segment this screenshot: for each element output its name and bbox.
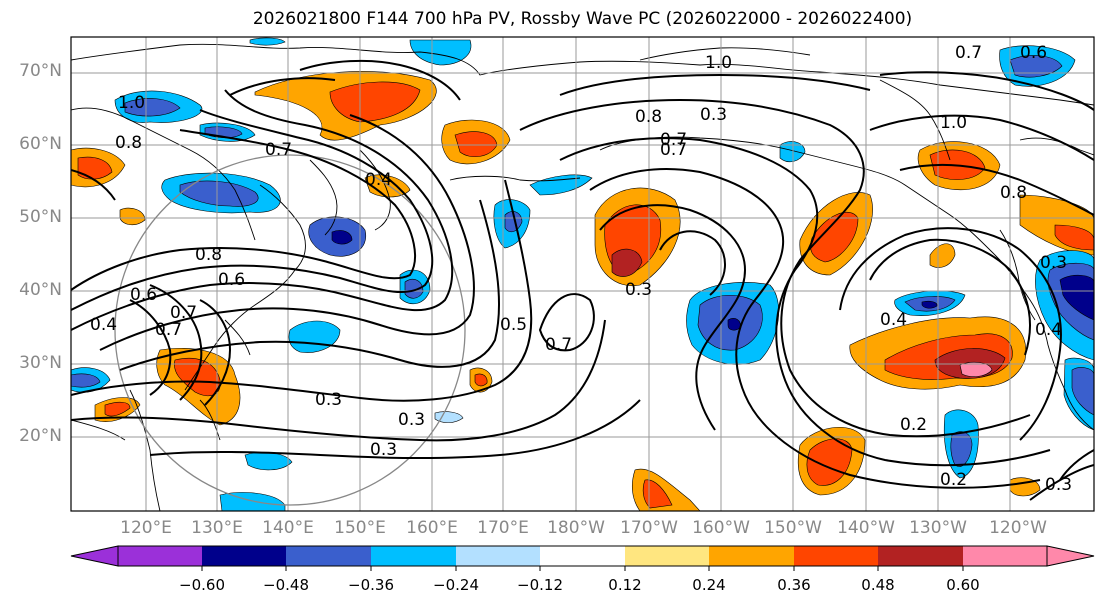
contour-label: 0.8: [115, 133, 142, 153]
pv-contours: [71, 59, 1094, 501]
lon-label: 130°W: [909, 518, 967, 538]
map-area: 1.0 0.7 0.6 1.0 0.8 0.7 0.3 0.7 0.4 0.8 …: [71, 37, 1094, 511]
contour-label: 0.3: [1040, 253, 1067, 273]
colorbar-tick-label: −0.12: [517, 576, 563, 594]
reference-circle: [114, 154, 466, 506]
lon-label: 160°W: [692, 518, 750, 538]
colorbar-tick-label: −0.48: [263, 576, 309, 594]
contour-label: 0.2: [900, 415, 927, 435]
colorbar-bin: [286, 546, 371, 566]
lat-label: 20°N: [19, 426, 62, 446]
colorbar-low-extend: [70, 545, 119, 567]
contour-label: 0.4: [90, 315, 117, 335]
contour-label: 0.7: [660, 140, 687, 160]
colorbar: [70, 545, 1095, 571]
colorbar-tick-label: 0.60: [946, 576, 980, 594]
contour-label: 0.3: [315, 390, 342, 410]
lat-label: 30°N: [19, 353, 62, 373]
colorbar-bin: [540, 546, 625, 566]
colorbar-bin: [118, 546, 202, 566]
contour-label: 0.6: [130, 285, 157, 305]
lon-label: 120°W: [989, 518, 1047, 538]
colorbar-bin: [794, 546, 878, 566]
contour-label: 0.7: [170, 303, 197, 323]
colorbar-bin: [456, 546, 540, 566]
colorbar-tick-label: 0.12: [608, 576, 642, 594]
contour-label: 0.8: [1000, 183, 1027, 203]
colorbar-bin: [625, 546, 709, 566]
contour-label: 0.4: [880, 310, 907, 330]
lon-label: 160°E: [406, 518, 458, 538]
coastlines: [71, 43, 1094, 511]
lon-label: 180°W: [547, 518, 605, 538]
contour-label: 0.4: [1035, 320, 1062, 340]
contour-label: 0.7: [955, 43, 982, 63]
contour-label: 0.3: [625, 280, 652, 300]
contour-label: 0.7: [265, 140, 292, 160]
colorbar-tick-label: 0.24: [692, 576, 726, 594]
contour-labels: 1.0 0.7 0.6 1.0 0.8 0.7 0.3 0.7 0.4 0.8 …: [90, 43, 1072, 495]
contour-label: 0.6: [1020, 43, 1047, 63]
contour-label: 0.4: [365, 170, 392, 190]
contour-label: 0.3: [370, 440, 397, 460]
lon-label: 170°W: [620, 518, 678, 538]
colorbar-bin: [878, 546, 963, 566]
lat-label: 70°N: [19, 61, 62, 81]
rossby-wave-anomaly-fill: [71, 37, 1094, 511]
contour-label: 0.7: [155, 320, 182, 340]
lon-label: 170°E: [477, 518, 529, 538]
contour-label: 0.7: [660, 130, 687, 150]
colorbar-tick-label: 0.48: [861, 576, 895, 594]
lon-label: 120°E: [120, 518, 172, 538]
contour-label: 0.5: [500, 315, 527, 335]
lon-label: 150°W: [764, 518, 822, 538]
lat-label: 60°N: [19, 134, 62, 154]
contour-label: 0.8: [195, 245, 222, 265]
colorbar-high-extend: [1046, 545, 1095, 567]
colorbar-bin: [202, 546, 286, 566]
colorbar-bin: [963, 546, 1047, 566]
contour-label: 1.0: [940, 113, 967, 133]
colorbar-bin: [371, 546, 456, 566]
contour-label: 0.2: [940, 470, 967, 490]
lon-label: 150°E: [334, 518, 386, 538]
lon-label: 140°W: [837, 518, 895, 538]
colorbar-tick-label: −0.60: [179, 576, 225, 594]
colorbar-bin: [709, 546, 794, 566]
contour-label: 0.6: [218, 270, 245, 290]
colorbar-tick-label: −0.36: [348, 576, 394, 594]
map-title: 2026021800 F144 700 hPa PV, Rossby Wave …: [252, 9, 913, 29]
contour-label: 0.3: [1045, 475, 1072, 495]
colorbar-tick-label: 0.36: [777, 576, 811, 594]
contour-label: 1.0: [705, 53, 732, 73]
contour-label: 0.7: [545, 335, 572, 355]
contour-label: 0.3: [398, 410, 425, 430]
lat-label: 40°N: [19, 280, 62, 300]
map-frame: [70, 36, 1095, 512]
lon-label: 130°E: [191, 518, 243, 538]
lon-label: 140°E: [262, 518, 314, 538]
contour-label: 1.0: [118, 93, 145, 113]
colorbar-tick-label: −0.24: [433, 576, 479, 594]
contour-label: 0.3: [700, 105, 727, 125]
lat-label: 50°N: [19, 207, 62, 227]
contour-label: 0.8: [635, 107, 662, 127]
